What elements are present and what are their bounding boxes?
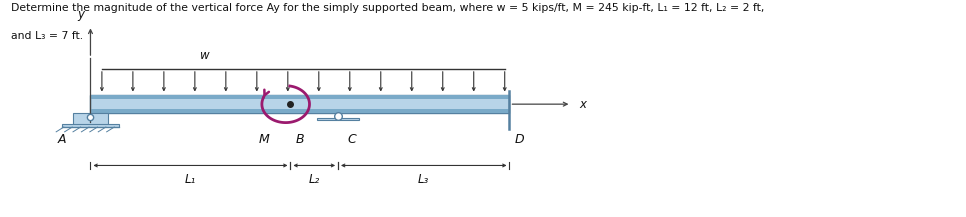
Text: y: y	[77, 8, 84, 21]
Text: D: D	[514, 133, 524, 146]
Text: Determine the magnitude of the vertical force Ay for the simply supported beam, : Determine the magnitude of the vertical …	[12, 3, 765, 13]
Text: B: B	[296, 133, 304, 146]
Text: w: w	[200, 49, 210, 62]
Text: L₂: L₂	[308, 173, 320, 186]
Text: x: x	[579, 98, 586, 111]
Bar	[73, 113, 107, 125]
Text: A: A	[58, 133, 67, 146]
Bar	[91, 109, 509, 113]
Bar	[91, 95, 509, 99]
Text: M: M	[259, 133, 270, 146]
Text: L₃: L₃	[418, 173, 430, 186]
Text: and L₃ = 7 ft.: and L₃ = 7 ft.	[12, 31, 83, 41]
Bar	[91, 95, 509, 113]
Text: L₁: L₁	[185, 173, 196, 186]
Bar	[62, 123, 119, 127]
Bar	[317, 118, 359, 120]
Text: C: C	[348, 133, 356, 146]
